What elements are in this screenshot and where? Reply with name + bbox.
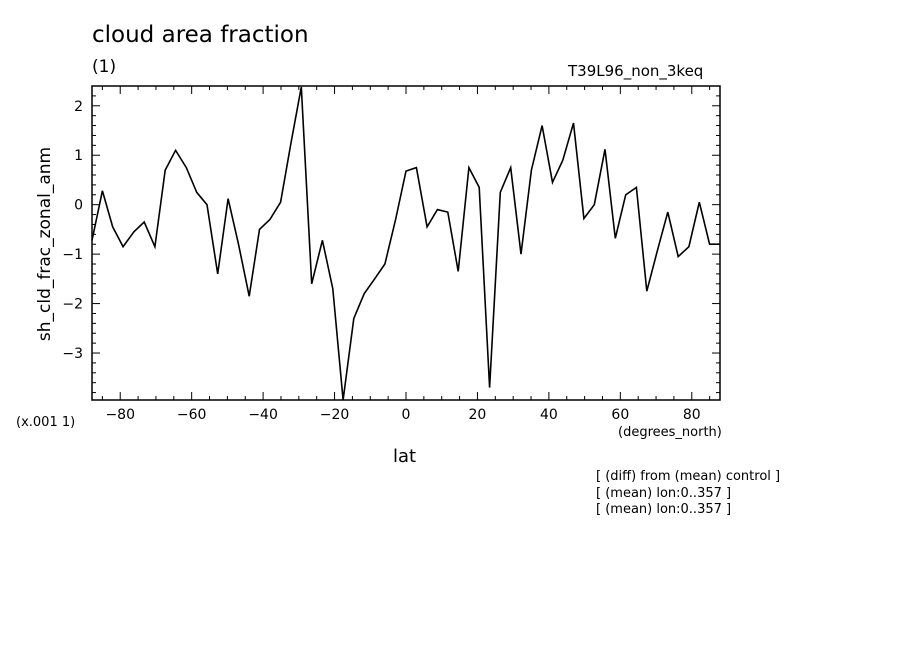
footnote-mean-lon-1: [ (mean) lon:0..357 ] [596, 486, 732, 501]
x-tick-labels: −80 −60 −40 −20 0 20 40 60 80 [105, 407, 700, 423]
chart-units: (1) [92, 57, 117, 77]
axis-ticks [92, 85, 720, 400]
x-tick-label: 60 [611, 407, 629, 423]
x-tick-label: 80 [683, 407, 701, 423]
y-tick-label: 1 [74, 148, 83, 164]
chart-title: cloud area fraction [92, 22, 309, 48]
x-tick-label: −60 [177, 407, 207, 423]
x-tick-label: −20 [320, 407, 350, 423]
y-axis-multiplier: (x.001 1) [16, 415, 76, 430]
y-tick-label: 0 [74, 198, 83, 214]
y-tick-label: −2 [62, 297, 83, 313]
footnote-mean-lon-2: [ (mean) lon:0..357 ] [596, 502, 732, 517]
run-label: T39L96_non_3keq [568, 62, 704, 80]
plot-frame [91, 85, 721, 401]
series-line [91, 86, 720, 401]
x-tick-label: 20 [469, 407, 487, 423]
footnote-diff: [ (diff) from (mean) control ] [596, 469, 781, 484]
y-tick-label: 2 [74, 99, 83, 115]
x-axis-units: (degrees_north) [618, 425, 722, 440]
x-tick-label: −40 [248, 407, 278, 423]
y-tick-label: −3 [62, 346, 83, 362]
x-tick-label: 40 [540, 407, 558, 423]
y-tick-labels: 2 1 0 −1 −2 −3 [62, 99, 83, 362]
y-tick-label: −1 [62, 247, 83, 263]
x-tick-label: −80 [105, 407, 135, 423]
x-tick-label: 0 [402, 407, 411, 423]
x-axis-label: lat [393, 446, 417, 467]
